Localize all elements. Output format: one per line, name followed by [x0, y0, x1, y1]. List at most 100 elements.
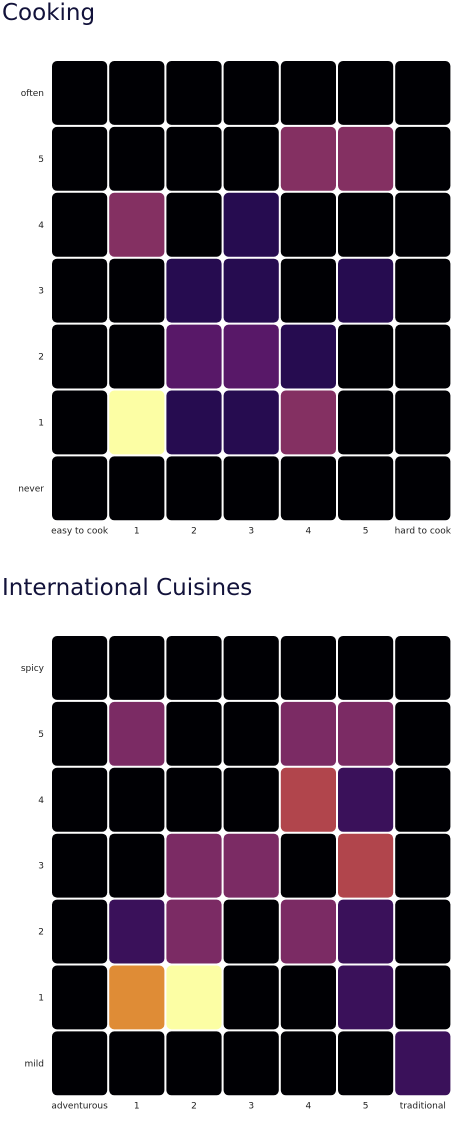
heatmap-cell: [338, 61, 394, 125]
heatmap-cell: [338, 636, 394, 700]
x-tick-label: adventurous: [51, 1101, 108, 1111]
heatmap-cell: [338, 965, 394, 1030]
heatmap-cell: [223, 965, 279, 1030]
heatmap-cell: [109, 126, 165, 191]
heatmap-cell: [109, 390, 165, 455]
x-tick-label: 4: [306, 526, 312, 536]
heatmap-cell: [166, 324, 222, 389]
heatmap-cell: [338, 390, 394, 455]
heatmap-cell: [166, 1031, 222, 1096]
heatmap-cell: [109, 258, 165, 323]
heatmap-cell: [52, 258, 108, 323]
heatmap-cell: [52, 192, 108, 257]
heatmap-cell: [109, 61, 165, 125]
cuisines-heatmap: spicy 5 4 3 2 1 mild adventurous 1 2 3 4 5 traditiona…: [21, 636, 451, 1111]
heatmap-cell: [109, 965, 165, 1030]
heatmap-cell: [395, 701, 451, 766]
heatmap-cell: [280, 456, 336, 521]
heatmap-cell: [223, 636, 279, 700]
heatmap-cell: [338, 701, 394, 766]
heatmap-cell: [109, 636, 165, 700]
x-tick-label: traditional: [400, 1101, 446, 1111]
heatmap-cell: [52, 965, 108, 1030]
heatmap-cell: [166, 701, 222, 766]
y-tick-label: 2: [38, 353, 44, 363]
heatmap-cell: [166, 258, 222, 323]
heatmap-cell: [395, 192, 451, 257]
cooking-chart-section: Cooking often 5 4 3 2 1 never easy to cook 1 2 3 4 5…: [0, 0, 454, 540]
heatmap-cell: [223, 767, 279, 832]
heatmap-cell: [223, 258, 279, 323]
heatmap-cell: [166, 636, 222, 700]
heatmap-cell: [109, 1031, 165, 1096]
x-tick-label: 2: [191, 526, 197, 536]
heatmap-cell: [223, 1031, 279, 1096]
heatmap-cell: [338, 456, 394, 521]
heatmap-cell: [109, 456, 165, 521]
heatmap-cell: [395, 767, 451, 832]
y-tick-label: spicy: [21, 664, 45, 674]
heatmap-cell: [280, 126, 336, 191]
heatmap-cell: [280, 701, 336, 766]
heatmap-cell: [280, 192, 336, 257]
heatmap-cell: [52, 390, 108, 455]
heatmap-cell: [280, 636, 336, 700]
heatmap-cell: [338, 833, 394, 898]
heatmap-cell: [280, 965, 336, 1030]
y-tick-label: 2: [38, 928, 44, 938]
heatmap-cell: [166, 61, 222, 125]
heatmap-cell: [109, 701, 165, 766]
heatmap-cell: [395, 324, 451, 389]
heatmap-cell: [166, 390, 222, 455]
heatmap-cell: [52, 899, 108, 964]
x-tick-label: hard to cook: [395, 526, 452, 536]
heatmap-cell: [395, 899, 451, 964]
chart-title: International Cuisines: [2, 575, 253, 601]
heatmap-cell: [52, 767, 108, 832]
x-tick-label: 3: [248, 1101, 254, 1111]
heatmap-cell: [52, 324, 108, 389]
heatmap-cell: [395, 965, 451, 1030]
heatmap-cell: [395, 126, 451, 191]
international-cuisines-chart-section: International Cuisines spicy 5 4 3 2 1 mild adv…: [0, 575, 454, 1122]
heatmap-cell: [223, 390, 279, 455]
y-tick-label: 3: [38, 862, 44, 872]
heatmap-cell: [166, 767, 222, 832]
x-tick-label: 5: [363, 526, 369, 536]
y-tick-label: never: [18, 484, 44, 494]
x-tick-label: 3: [248, 526, 254, 536]
chart-title: Cooking: [2, 0, 96, 26]
heatmap-cell: [223, 126, 279, 191]
heatmap-cell: [52, 61, 108, 125]
heatmap-cell: [223, 456, 279, 521]
y-tick-label: 4: [38, 796, 44, 806]
heatmap-cell: [280, 833, 336, 898]
heatmap-cell: [338, 767, 394, 832]
heatmap-cell: [223, 61, 279, 125]
y-tick-label: 4: [38, 221, 44, 231]
heatmap-cell: [338, 899, 394, 964]
x-tick-label: 1: [134, 1101, 140, 1111]
heatmap-cell: [109, 833, 165, 898]
heatmap-cell: [223, 324, 279, 389]
heatmap-cell: [166, 456, 222, 521]
y-tick-label: often: [21, 89, 44, 99]
heatmap-cell: [166, 965, 222, 1030]
heatmap-cell: [338, 192, 394, 257]
x-tick-label: easy to cook: [51, 526, 109, 536]
heatmap-cell: [52, 833, 108, 898]
y-tick-label: 1: [38, 418, 44, 428]
heatmap-cell: [280, 899, 336, 964]
heatmap-cell: [280, 390, 336, 455]
y-tick-label: 5: [38, 730, 44, 740]
heatmap-cell: [395, 390, 451, 455]
heatmap-cell: [395, 258, 451, 323]
heatmap-cell: [338, 258, 394, 323]
heatmap-cell: [280, 61, 336, 125]
heatmap-cell: [280, 1031, 336, 1096]
heatmap-cell: [280, 324, 336, 389]
heatmap-cell: [395, 636, 451, 700]
y-tick-label: 3: [38, 287, 44, 297]
heatmap-cell: [338, 126, 394, 191]
heatmap-cell: [223, 192, 279, 257]
